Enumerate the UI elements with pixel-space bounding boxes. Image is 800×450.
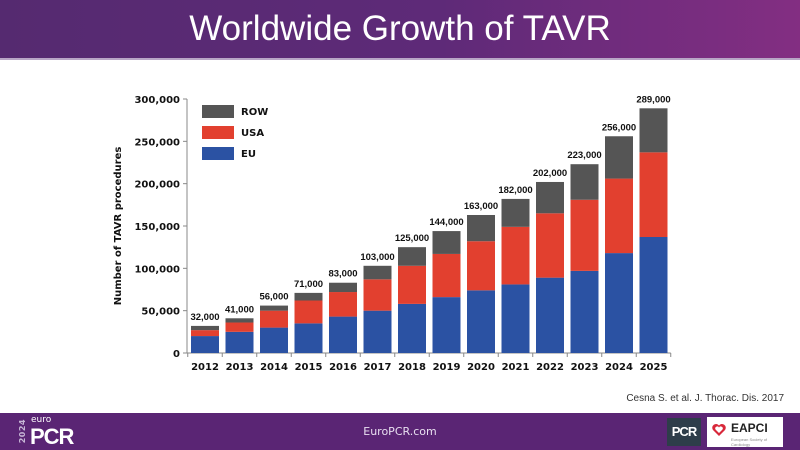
title-bar: Worldwide Growth of TAVR bbox=[0, 0, 800, 60]
bar-segment-row bbox=[225, 318, 254, 323]
x-tick-label: 2020 bbox=[467, 362, 495, 373]
bar-segment-row bbox=[329, 282, 357, 293]
bar-segment-usa bbox=[432, 253, 461, 298]
bar-total-label: 103,000 bbox=[360, 252, 394, 263]
bar-total-label: 289,000 bbox=[636, 94, 670, 105]
bar-total-label: 32,000 bbox=[190, 312, 219, 323]
bar-segment-eu bbox=[570, 270, 599, 353]
citation: Cesna S. et al. J. Thorac. Dis. 2017 bbox=[626, 393, 784, 404]
x-tick-label: 2015 bbox=[295, 362, 323, 373]
y-tick-label: 200,000 bbox=[134, 180, 180, 191]
bar-segment-usa bbox=[605, 178, 633, 254]
legend-label-eu: EU bbox=[241, 149, 256, 160]
bar-segment-usa bbox=[260, 310, 288, 328]
bar-total-label: 56,000 bbox=[259, 292, 288, 303]
y-tick-label: 250,000 bbox=[134, 137, 180, 148]
legend-label-usa: USA bbox=[241, 128, 264, 139]
bar-segment-usa bbox=[191, 330, 219, 337]
bar-segment-eu bbox=[501, 284, 530, 353]
bar-segment-row bbox=[294, 292, 323, 301]
bar-segment-row bbox=[570, 164, 599, 200]
bar-segment-eu bbox=[536, 277, 564, 353]
bar-segment-usa bbox=[329, 292, 357, 317]
bar-segment-eu bbox=[294, 323, 323, 353]
bar-segment-row bbox=[260, 305, 288, 311]
x-tick-label: 2017 bbox=[364, 362, 392, 373]
x-tick-label: 2012 bbox=[191, 362, 219, 373]
bar-total-label: 256,000 bbox=[602, 122, 636, 133]
logo-euro: euro bbox=[31, 415, 52, 425]
bar-segment-eu bbox=[639, 237, 668, 353]
bar-total-label: 71,000 bbox=[294, 279, 323, 290]
bar-segment-usa bbox=[467, 241, 495, 291]
x-tick-label: 2018 bbox=[398, 362, 426, 373]
bar-segment-row bbox=[639, 108, 668, 153]
bar-segment-eu bbox=[398, 303, 426, 353]
bar-segment-usa bbox=[501, 226, 530, 285]
bar-segment-row bbox=[363, 265, 392, 280]
x-tick-label: 2013 bbox=[226, 362, 254, 373]
stacked-bar-chart: 0 50,000 100,000 150,000 200,000 250,000 300,0… bbox=[113, 94, 672, 373]
y-tick-label: 150,000 bbox=[134, 222, 180, 233]
footer: 2024 euro PCR EuroPCR.com PCR EAPCI Euro… bbox=[0, 413, 800, 450]
eapci-sublabel: European Society of Cardiology bbox=[731, 437, 768, 447]
y-tick-label: 50,000 bbox=[141, 307, 180, 318]
pcr-badge: PCR bbox=[667, 418, 701, 446]
bar-total-label: 202,000 bbox=[533, 168, 567, 179]
bar-segment-eu bbox=[432, 297, 461, 353]
bar-segment-eu bbox=[605, 253, 633, 353]
legend-swatch-row bbox=[202, 105, 234, 118]
eapci-label: EAPCI bbox=[731, 421, 768, 435]
bar-segment-row bbox=[191, 325, 219, 331]
y-tick-label: 100,000 bbox=[134, 264, 180, 275]
x-tick-label: 2025 bbox=[640, 362, 668, 373]
bar-segment-usa bbox=[639, 152, 668, 238]
legend-swatch-usa bbox=[202, 126, 234, 139]
bar-segment-eu bbox=[467, 290, 495, 353]
legend-swatch-eu bbox=[202, 147, 234, 160]
x-tick-label: 2024 bbox=[605, 362, 633, 373]
bar-total-label: 125,000 bbox=[395, 233, 429, 244]
bar-segment-usa bbox=[398, 265, 426, 304]
bar-segment-eu bbox=[225, 331, 254, 353]
bar-total-label: 182,000 bbox=[498, 185, 532, 196]
bar-segment-usa bbox=[570, 199, 599, 271]
bar-total-label: 223,000 bbox=[567, 150, 601, 161]
bar-segment-eu bbox=[260, 327, 288, 353]
heart-icon bbox=[712, 424, 726, 436]
x-tick-label: 2016 bbox=[329, 362, 357, 373]
bar-segment-row bbox=[536, 181, 564, 214]
bar-segment-row bbox=[467, 214, 495, 242]
y-tick-label: 300,000 bbox=[134, 95, 180, 106]
bar-segment-row bbox=[605, 136, 633, 179]
bar-total-label: 144,000 bbox=[429, 217, 463, 228]
footer-url[interactable]: EuroPCR.com bbox=[363, 425, 437, 438]
bar-segment-eu bbox=[363, 310, 392, 353]
x-tick-label: 2019 bbox=[433, 362, 461, 373]
bar-segment-row bbox=[501, 198, 530, 227]
logo-pcr: PCR bbox=[30, 424, 74, 449]
bar-total-label: 41,000 bbox=[225, 304, 254, 315]
eapci-badge: EAPCI European Society of Cardiology bbox=[707, 417, 783, 447]
x-tick-label: 2023 bbox=[571, 362, 599, 373]
x-tick-label: 2021 bbox=[502, 362, 530, 373]
bar-segment-usa bbox=[294, 300, 323, 324]
bar-total-label: 163,000 bbox=[464, 201, 498, 212]
x-tick-label: 2014 bbox=[260, 362, 288, 373]
y-axis-label: Number of TAVR procedures bbox=[113, 147, 124, 306]
bar-segment-usa bbox=[225, 322, 254, 332]
bar-segment-usa bbox=[536, 213, 564, 278]
slide-title: Worldwide Growth of TAVR bbox=[189, 9, 611, 48]
bar-segment-row bbox=[398, 247, 426, 266]
y-tick-label: 0 bbox=[173, 349, 180, 360]
x-tick-label: 2022 bbox=[536, 362, 564, 373]
legend-label-row: ROW bbox=[241, 107, 268, 118]
bar-total-label: 83,000 bbox=[328, 269, 357, 280]
bar-segment-eu bbox=[191, 336, 219, 353]
bar-segment-eu bbox=[329, 316, 357, 353]
bar-segment-row bbox=[432, 231, 461, 254]
bar-segment-usa bbox=[363, 279, 392, 311]
